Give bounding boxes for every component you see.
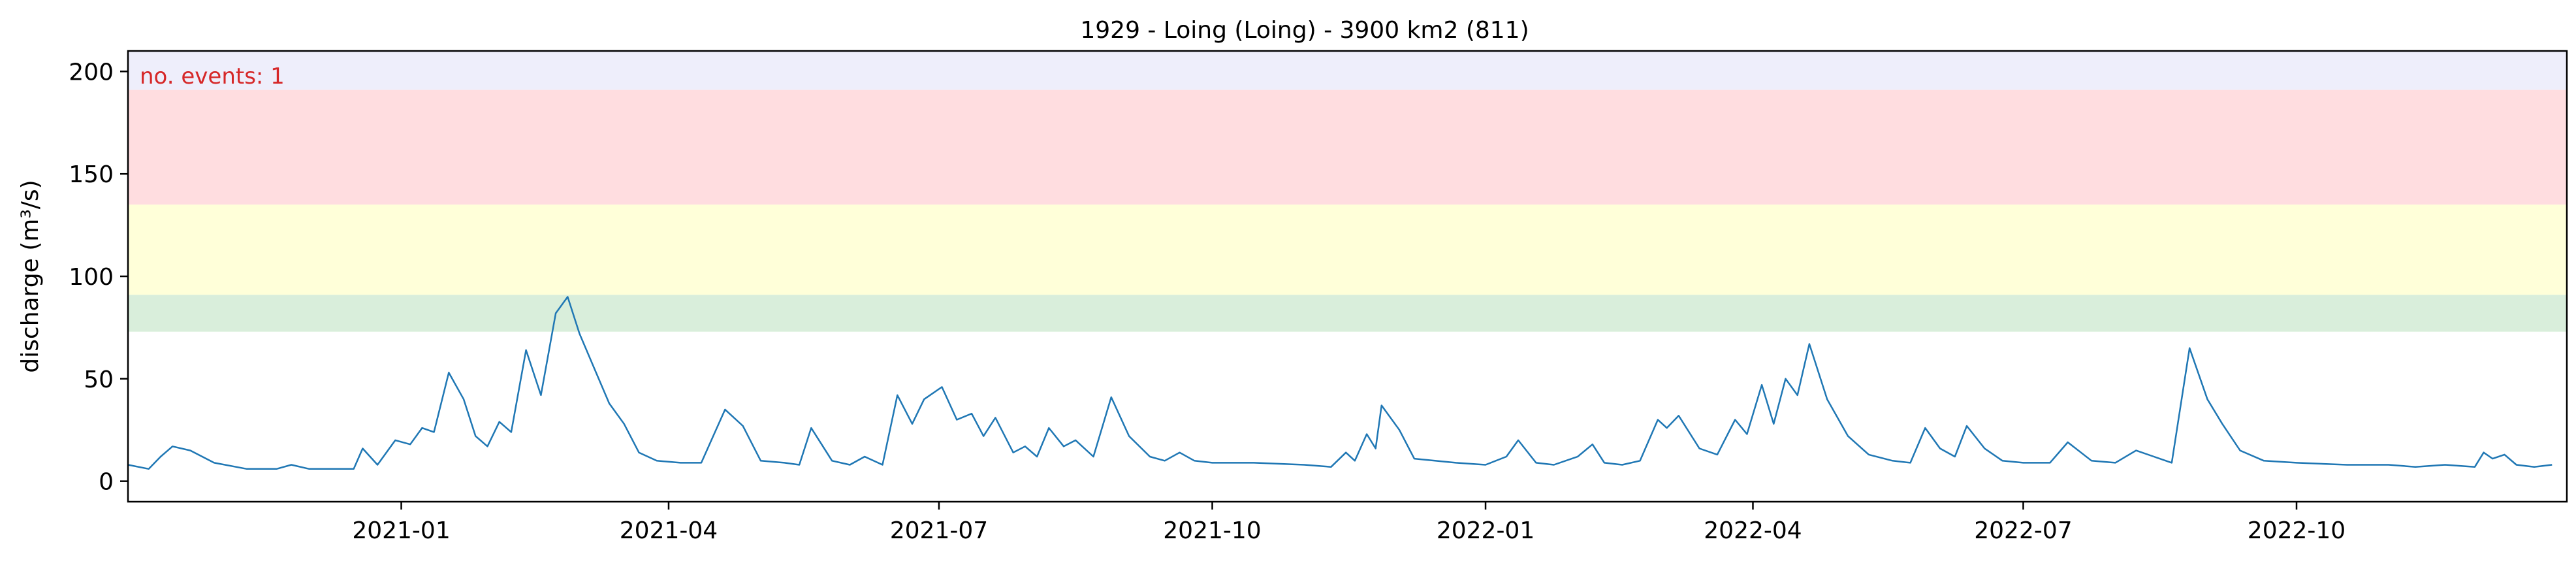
x-tick-label: 2021-04	[620, 517, 718, 544]
threshold-bands	[128, 51, 2567, 332]
chart-title: 1929 - Loing (Loing) - 3900 km2 (811)	[1080, 17, 1529, 44]
x-tick-label: 2021-07	[890, 517, 988, 544]
x-tick-label: 2022-10	[2248, 517, 2345, 544]
threshold-band-3	[128, 51, 2567, 90]
x-tick-label: 2021-10	[1163, 517, 1261, 544]
threshold-band-2	[128, 89, 2567, 205]
y-tick-label: 150	[69, 161, 114, 188]
series-layer	[127, 296, 2552, 470]
x-tick-label: 2022-01	[1437, 517, 1534, 544]
y-axis: 0 50 100 150 200	[69, 59, 128, 496]
discharge-series-line	[127, 296, 2552, 470]
y-tick-label: 100	[69, 264, 114, 291]
x-axis: 2021-01 2021-04 2021-07 2021-10 2022-01 2022-…	[352, 502, 2345, 544]
y-tick-label: 200	[69, 59, 114, 86]
x-tick-label: 2022-04	[1704, 517, 1802, 544]
y-tick-label: 50	[84, 366, 114, 393]
y-axis-label: discharge (m³/s)	[17, 180, 44, 372]
x-tick-label: 2021-01	[352, 517, 450, 544]
threshold-band-0	[128, 295, 2567, 332]
event-count-annotation: no. events: 1	[140, 63, 285, 89]
y-tick-label: 0	[99, 469, 114, 496]
threshold-band-1	[128, 204, 2567, 295]
x-tick-label: 2022-07	[1974, 517, 2072, 544]
